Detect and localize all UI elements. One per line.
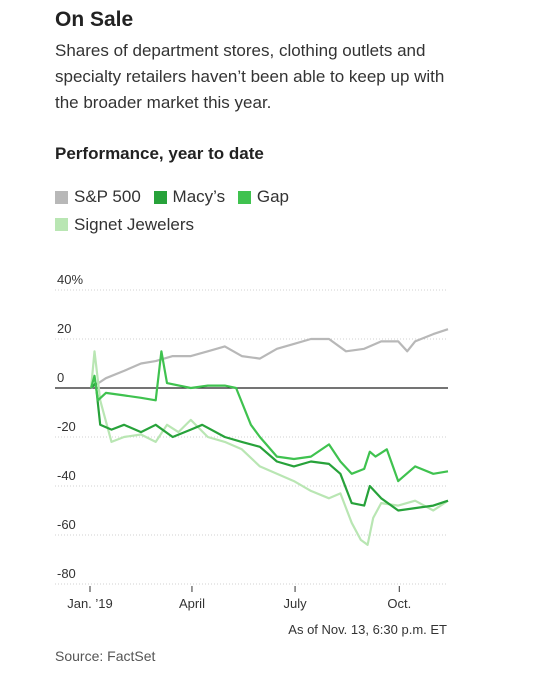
- x-tick-label: July: [283, 596, 307, 611]
- legend-item-macys: Macy’s: [153, 184, 226, 210]
- legend-label: Gap: [256, 187, 289, 206]
- y-tick-label: -20: [57, 419, 76, 434]
- legend-item-gap: Gap: [237, 184, 289, 210]
- legend-swatch: [237, 190, 251, 204]
- x-tick-label: April: [179, 596, 205, 611]
- x-tick-label: Oct.: [387, 596, 411, 611]
- legend: S&P 500 Macy’s Gap Signet Jewelers: [55, 184, 475, 239]
- legend-swatch: [153, 190, 167, 204]
- legend-label: S&P 500: [74, 187, 141, 206]
- y-tick-label: 40%: [57, 272, 83, 287]
- chart-title: On Sale: [55, 8, 134, 31]
- series-line-macy-s: [90, 382, 449, 512]
- y-tick-label: -80: [57, 566, 76, 581]
- y-tick-label: -60: [57, 517, 76, 532]
- series-line-gap: [90, 350, 449, 483]
- x-tick-label: Jan. ’19: [67, 596, 113, 611]
- y-tick-label: 20: [57, 321, 71, 336]
- legend-label: Macy’s: [172, 187, 226, 206]
- legend-label: Signet Jewelers: [74, 214, 195, 234]
- series-line-s-p-500: [90, 328, 449, 389]
- legend-swatch: [55, 190, 68, 204]
- y-tick-label: -40: [57, 468, 76, 483]
- timestamp-note: As of Nov. 13, 6:30 p.m. ET: [288, 622, 447, 637]
- legend-item-signet: Signet Jewelers: [55, 212, 194, 238]
- legend-item-sp500: S&P 500: [55, 184, 141, 210]
- legend-swatch: [55, 218, 68, 231]
- source-note: Source: FactSet: [55, 648, 156, 664]
- chart-subtitle: Shares of department stores, clothing ou…: [55, 41, 445, 112]
- y-tick-label: 0: [57, 370, 64, 385]
- series-line-signet-jewelers: [90, 350, 449, 546]
- section-label: Performance, year to date: [55, 144, 264, 163]
